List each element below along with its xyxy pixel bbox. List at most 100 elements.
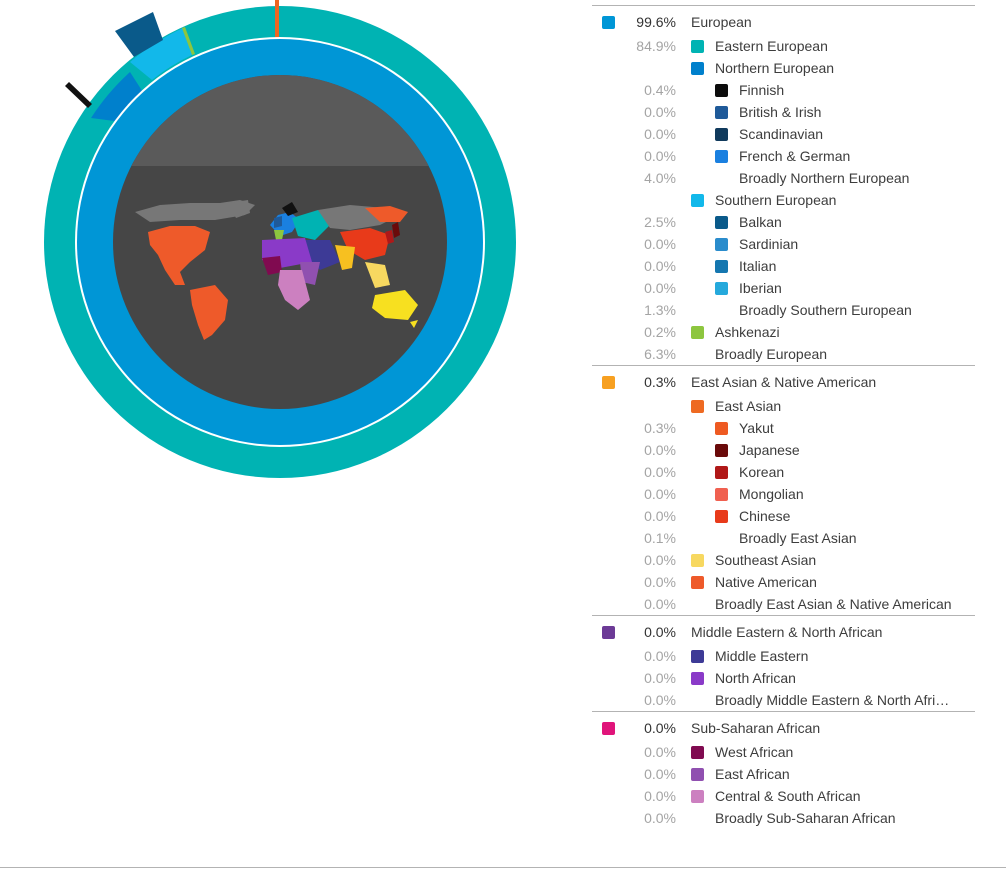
ancestry-label: Korean xyxy=(739,464,785,480)
ancestry-label: Finnish xyxy=(739,82,785,98)
ancestry-label: Native American xyxy=(715,574,817,590)
subregion-row[interactable]: 84.9% Eastern European xyxy=(592,35,975,57)
population-row[interactable]: 0.0% Korean xyxy=(592,461,975,483)
ancestry-label: Broadly European xyxy=(715,346,828,362)
color-swatch-icon xyxy=(691,650,704,663)
percentage-value: 0.0% xyxy=(644,508,676,524)
southern-european-segment[interactable] xyxy=(130,28,192,80)
ancestry-label: Broadly Southern European xyxy=(739,302,912,318)
percentage-value: 0.0% xyxy=(644,442,676,458)
color-swatch-icon xyxy=(691,400,704,413)
ancestry-label: North African xyxy=(715,670,796,686)
population-row[interactable]: 0.3% Yakut xyxy=(592,417,975,439)
percentage-value: 0.2% xyxy=(644,324,676,340)
percentage-value: 0.0% xyxy=(644,596,676,612)
percentage-value: 0.0% xyxy=(644,552,676,568)
ancestry-label: Japanese xyxy=(739,442,800,458)
ancestry-group: 0.0% Sub-Saharan African 0.0% West African 0… xyxy=(592,711,975,835)
subregion-row[interactable]: 0.2% Ashkenazi xyxy=(592,321,975,343)
percentage-value: 0.0% xyxy=(644,258,676,274)
ancestry-group: 0.3% East Asian & Native American East Asi… xyxy=(592,365,975,615)
percentage-value: 0.0% xyxy=(644,648,676,664)
color-swatch-icon xyxy=(691,40,704,53)
subregion-row[interactable]: 0.0% Broadly Sub-Saharan African xyxy=(592,807,975,829)
subregion-row[interactable]: 0.0% Southeast Asian xyxy=(592,549,975,571)
ancestry-label: Southeast Asian xyxy=(715,552,817,568)
color-swatch-icon xyxy=(691,790,704,803)
ancestry-label: West African xyxy=(715,744,794,760)
ashkenazi-segment[interactable] xyxy=(182,27,195,55)
population-row[interactable]: 0.0% Mongolian xyxy=(592,483,975,505)
ancestry-group: 0.0% Middle Eastern & North African 0.0% Mi… xyxy=(592,615,975,711)
subregion-row[interactable]: 0.0% North African xyxy=(592,667,975,689)
subregion-row[interactable]: 0.0% West African xyxy=(592,741,975,763)
population-row[interactable]: 1.3% Broadly Southern European xyxy=(592,299,975,321)
subregion-row[interactable]: Southern European xyxy=(592,189,975,211)
ancestry-composition-list: 99.6% European 84.9% Eastern European Northe… xyxy=(592,5,975,835)
subregion-row[interactable]: East Asian xyxy=(592,395,975,417)
percentage-value: 84.9% xyxy=(636,38,676,54)
subregion-row[interactable]: 0.0% Central & South African xyxy=(592,785,975,807)
region-row[interactable]: 0.0% Sub-Saharan African xyxy=(592,716,975,740)
color-swatch-icon xyxy=(602,16,615,29)
population-row[interactable]: 0.0% Chinese xyxy=(592,505,975,527)
color-swatch-icon xyxy=(715,84,728,97)
finnish-segment[interactable] xyxy=(65,82,92,108)
population-row[interactable]: 2.5% Balkan xyxy=(592,211,975,233)
ancestry-label: British & Irish xyxy=(739,104,822,120)
population-row[interactable]: 0.0% Iberian xyxy=(592,277,975,299)
percentage-value: 6.3% xyxy=(644,346,676,362)
subregion-row[interactable]: 0.0% East African xyxy=(592,763,975,785)
ancestry-sunburst-chart xyxy=(30,0,530,500)
percentage-value: 0.0% xyxy=(644,486,676,502)
color-swatch-icon xyxy=(715,466,728,479)
subregion-row[interactable]: 0.0% Broadly East Asian & Native American xyxy=(592,593,975,615)
region-row[interactable]: 0.3% East Asian & Native American xyxy=(592,370,975,394)
region-row[interactable]: 99.6% European xyxy=(592,10,975,34)
percentage-value: 0.0% xyxy=(644,236,676,252)
percentage-value: 4.0% xyxy=(644,170,676,186)
ancestry-label: Mongolian xyxy=(739,486,804,502)
color-swatch-icon xyxy=(715,106,728,119)
percentage-value: 0.0% xyxy=(644,744,676,760)
subregion-row[interactable]: 0.0% Middle Eastern xyxy=(592,645,975,667)
percentage-value: 0.0% xyxy=(644,810,676,826)
color-swatch-icon xyxy=(691,194,704,207)
color-swatch-icon xyxy=(691,554,704,567)
percentage-value: 0.4% xyxy=(644,82,676,98)
ancestry-label: Broadly Sub-Saharan African xyxy=(715,810,896,826)
population-row[interactable]: 0.0% Italian xyxy=(592,255,975,277)
color-swatch-icon xyxy=(715,216,728,229)
percentage-value: 0.0% xyxy=(644,692,676,708)
subregion-row[interactable]: 6.3% Broadly European xyxy=(592,343,975,365)
percentage-value: 0.0% xyxy=(644,766,676,782)
percentage-value: 0.0% xyxy=(644,624,676,640)
region-row[interactable]: 0.0% Middle Eastern & North African xyxy=(592,620,975,644)
subregion-row[interactable]: 0.0% Broadly Middle Eastern & North Afri… xyxy=(592,689,975,711)
ancestry-label: East African xyxy=(715,766,790,782)
percentage-value: 0.0% xyxy=(644,788,676,804)
population-row[interactable]: 0.0% French & German xyxy=(592,145,975,167)
population-row[interactable]: 0.0% Scandinavian xyxy=(592,123,975,145)
color-swatch-icon xyxy=(715,444,728,457)
population-row[interactable]: 0.4% Finnish xyxy=(592,79,975,101)
ancestry-label: Broadly Northern European xyxy=(739,170,910,186)
population-row[interactable]: 0.0% Sardinian xyxy=(592,233,975,255)
population-row[interactable]: 0.0% British & Irish xyxy=(592,101,975,123)
population-row[interactable]: 0.0% Japanese xyxy=(592,439,975,461)
subregion-row[interactable]: Northern European xyxy=(592,57,975,79)
population-row[interactable]: 0.1% Broadly East Asian xyxy=(592,527,975,549)
subregion-row[interactable]: 0.0% Native American xyxy=(592,571,975,593)
ancestry-label: Balkan xyxy=(739,214,782,230)
color-swatch-icon xyxy=(715,150,728,163)
balkan-segment[interactable] xyxy=(115,12,163,57)
population-row[interactable]: 4.0% Broadly Northern European xyxy=(592,167,975,189)
percentage-value: 0.0% xyxy=(644,720,676,736)
ancestry-label: Chinese xyxy=(739,508,791,524)
ancestry-label: Central & South African xyxy=(715,788,861,804)
ancestry-label: East Asian & Native American xyxy=(691,374,877,390)
percentage-value: 0.0% xyxy=(644,148,676,164)
ancestry-label: Sardinian xyxy=(739,236,799,252)
color-swatch-icon xyxy=(715,422,728,435)
percentage-value: 0.0% xyxy=(644,574,676,590)
